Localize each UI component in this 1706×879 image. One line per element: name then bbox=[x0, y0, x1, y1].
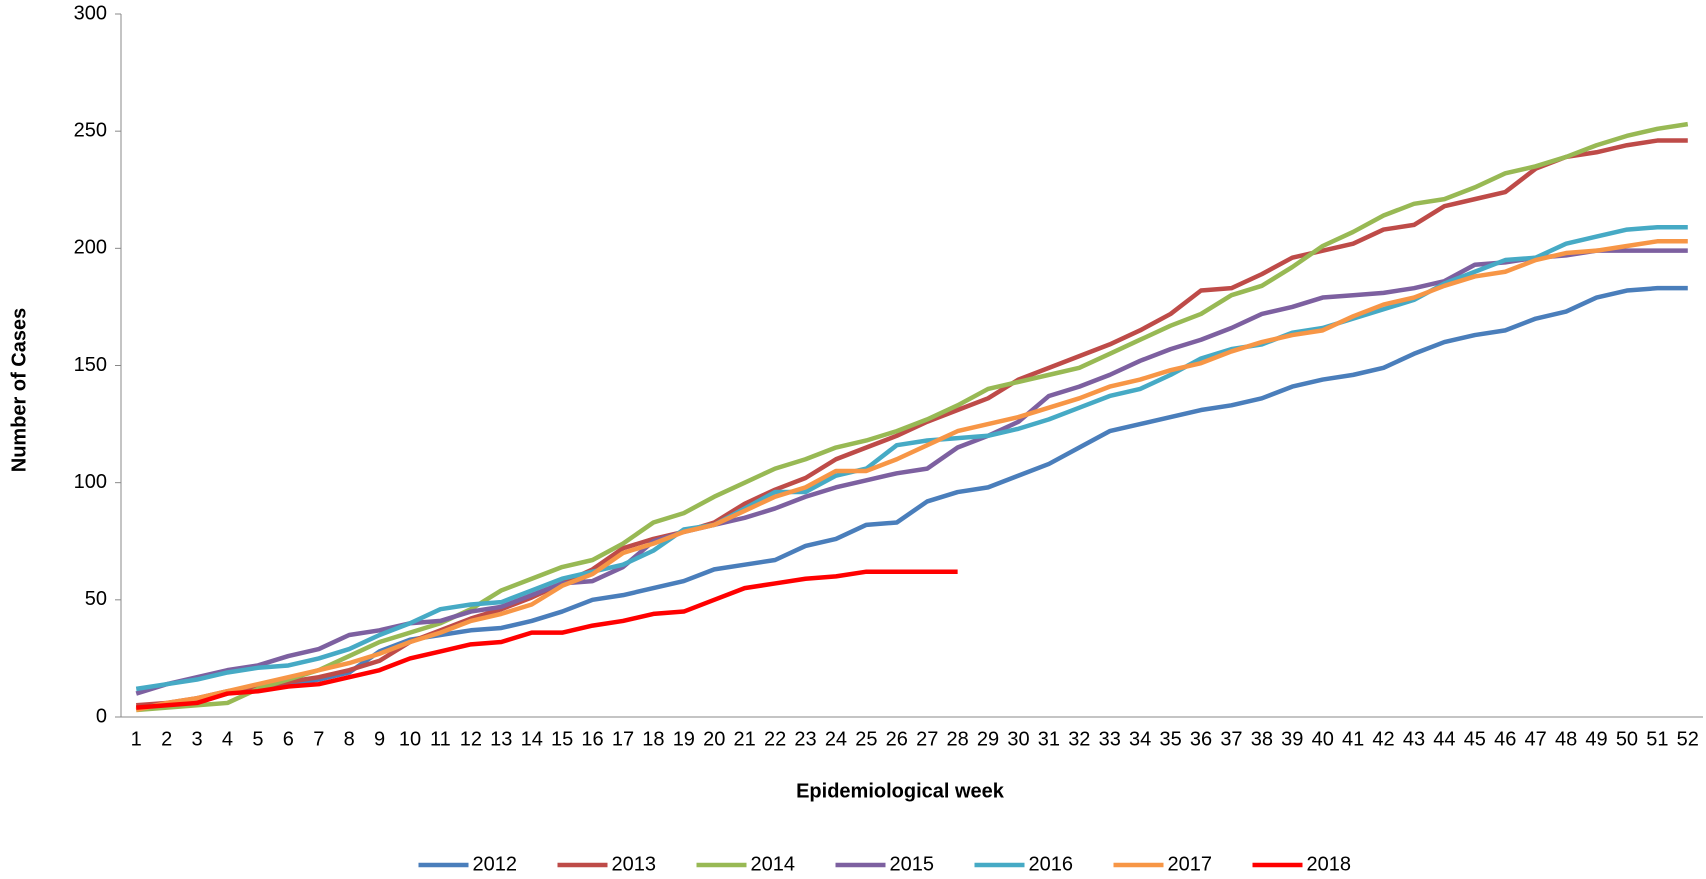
y-tick-label: 150 bbox=[74, 354, 107, 376]
x-tick-label: 25 bbox=[855, 728, 877, 750]
legend-label: 2014 bbox=[751, 853, 796, 875]
x-tick-label: 4 bbox=[222, 728, 233, 750]
x-tick-label: 15 bbox=[551, 728, 573, 750]
x-tick-label: 12 bbox=[460, 728, 482, 750]
x-tick-label: 28 bbox=[947, 728, 969, 750]
x-tick-label: 32 bbox=[1068, 728, 1090, 750]
x-tick-label: 20 bbox=[703, 728, 725, 750]
y-tick-label: 50 bbox=[85, 588, 107, 610]
x-axis-title: Epidemiological week bbox=[796, 780, 1005, 802]
legend-label: 2018 bbox=[1307, 853, 1352, 875]
x-tick-label: 21 bbox=[734, 728, 756, 750]
x-tick-label: 51 bbox=[1646, 728, 1668, 750]
series-line bbox=[135, 248, 1688, 696]
x-tick-label: 50 bbox=[1616, 728, 1638, 750]
x-tick-label: 47 bbox=[1525, 728, 1547, 750]
y-tick-label: 0 bbox=[96, 705, 107, 727]
x-tick-label: 45 bbox=[1464, 728, 1486, 750]
legend-label: 2015 bbox=[890, 853, 935, 875]
y-axis-title: Number of Cases bbox=[8, 308, 30, 473]
series-line bbox=[135, 239, 1688, 713]
x-tick-label: 30 bbox=[1007, 728, 1029, 750]
x-tick-label: 14 bbox=[521, 728, 543, 750]
x-tick-label: 5 bbox=[252, 728, 263, 750]
x-tick-label: 46 bbox=[1494, 728, 1516, 750]
legend-label: 2013 bbox=[612, 853, 657, 875]
legend-label: 2017 bbox=[1168, 853, 1213, 875]
x-tick-label: 19 bbox=[673, 728, 695, 750]
x-tick-label: 8 bbox=[344, 728, 355, 750]
y-tick-label: 300 bbox=[74, 2, 107, 24]
x-tick-label: 34 bbox=[1129, 728, 1151, 750]
y-tick-label: 200 bbox=[74, 237, 107, 259]
x-tick-label: 23 bbox=[794, 728, 816, 750]
x-tick-label: 35 bbox=[1159, 728, 1181, 750]
x-tick-label: 27 bbox=[916, 728, 938, 750]
x-tick-label: 37 bbox=[1220, 728, 1242, 750]
x-tick-label: 11 bbox=[430, 728, 451, 750]
y-tick-label: 100 bbox=[74, 471, 107, 493]
series-line bbox=[135, 224, 1688, 692]
x-tick-label: 41 bbox=[1342, 728, 1364, 750]
x-tick-label: 48 bbox=[1555, 728, 1577, 750]
x-tick-label: 39 bbox=[1281, 728, 1303, 750]
x-tick-label: 9 bbox=[374, 728, 385, 750]
x-tick-label: 29 bbox=[977, 728, 999, 750]
x-tick-label: 38 bbox=[1251, 728, 1273, 750]
x-tick-label: 44 bbox=[1433, 728, 1455, 750]
x-tick-label: 10 bbox=[399, 728, 421, 750]
x-tick-label: 26 bbox=[886, 728, 908, 750]
x-tick-label: 6 bbox=[283, 728, 294, 750]
x-tick-label: 1 bbox=[131, 728, 142, 750]
x-tick-label: 49 bbox=[1585, 728, 1607, 750]
series-line bbox=[136, 138, 1688, 708]
x-tick-label: 31 bbox=[1038, 728, 1060, 750]
x-tick-label: 36 bbox=[1190, 728, 1212, 750]
x-tick-label: 18 bbox=[642, 728, 664, 750]
x-tick-label: 40 bbox=[1312, 728, 1334, 750]
x-tick-label: 22 bbox=[764, 728, 786, 750]
x-tick-label: 33 bbox=[1099, 728, 1121, 750]
x-tick-label: 17 bbox=[612, 728, 634, 750]
x-tick-label: 43 bbox=[1403, 728, 1425, 750]
series-line bbox=[136, 121, 1689, 713]
legend-label: 2012 bbox=[473, 853, 518, 875]
x-tick-label: 24 bbox=[825, 728, 847, 750]
series-line bbox=[136, 569, 958, 710]
x-tick-label: 7 bbox=[313, 728, 324, 750]
x-tick-label: 52 bbox=[1677, 728, 1699, 750]
x-tick-label: 16 bbox=[581, 728, 603, 750]
y-tick-label: 250 bbox=[74, 119, 107, 141]
x-tick-label: 3 bbox=[191, 728, 202, 750]
x-tick-label: 2 bbox=[161, 728, 172, 750]
x-tick-label: 13 bbox=[490, 728, 512, 750]
x-tick-label: 42 bbox=[1372, 728, 1394, 750]
legend-label: 2016 bbox=[1029, 853, 1074, 875]
